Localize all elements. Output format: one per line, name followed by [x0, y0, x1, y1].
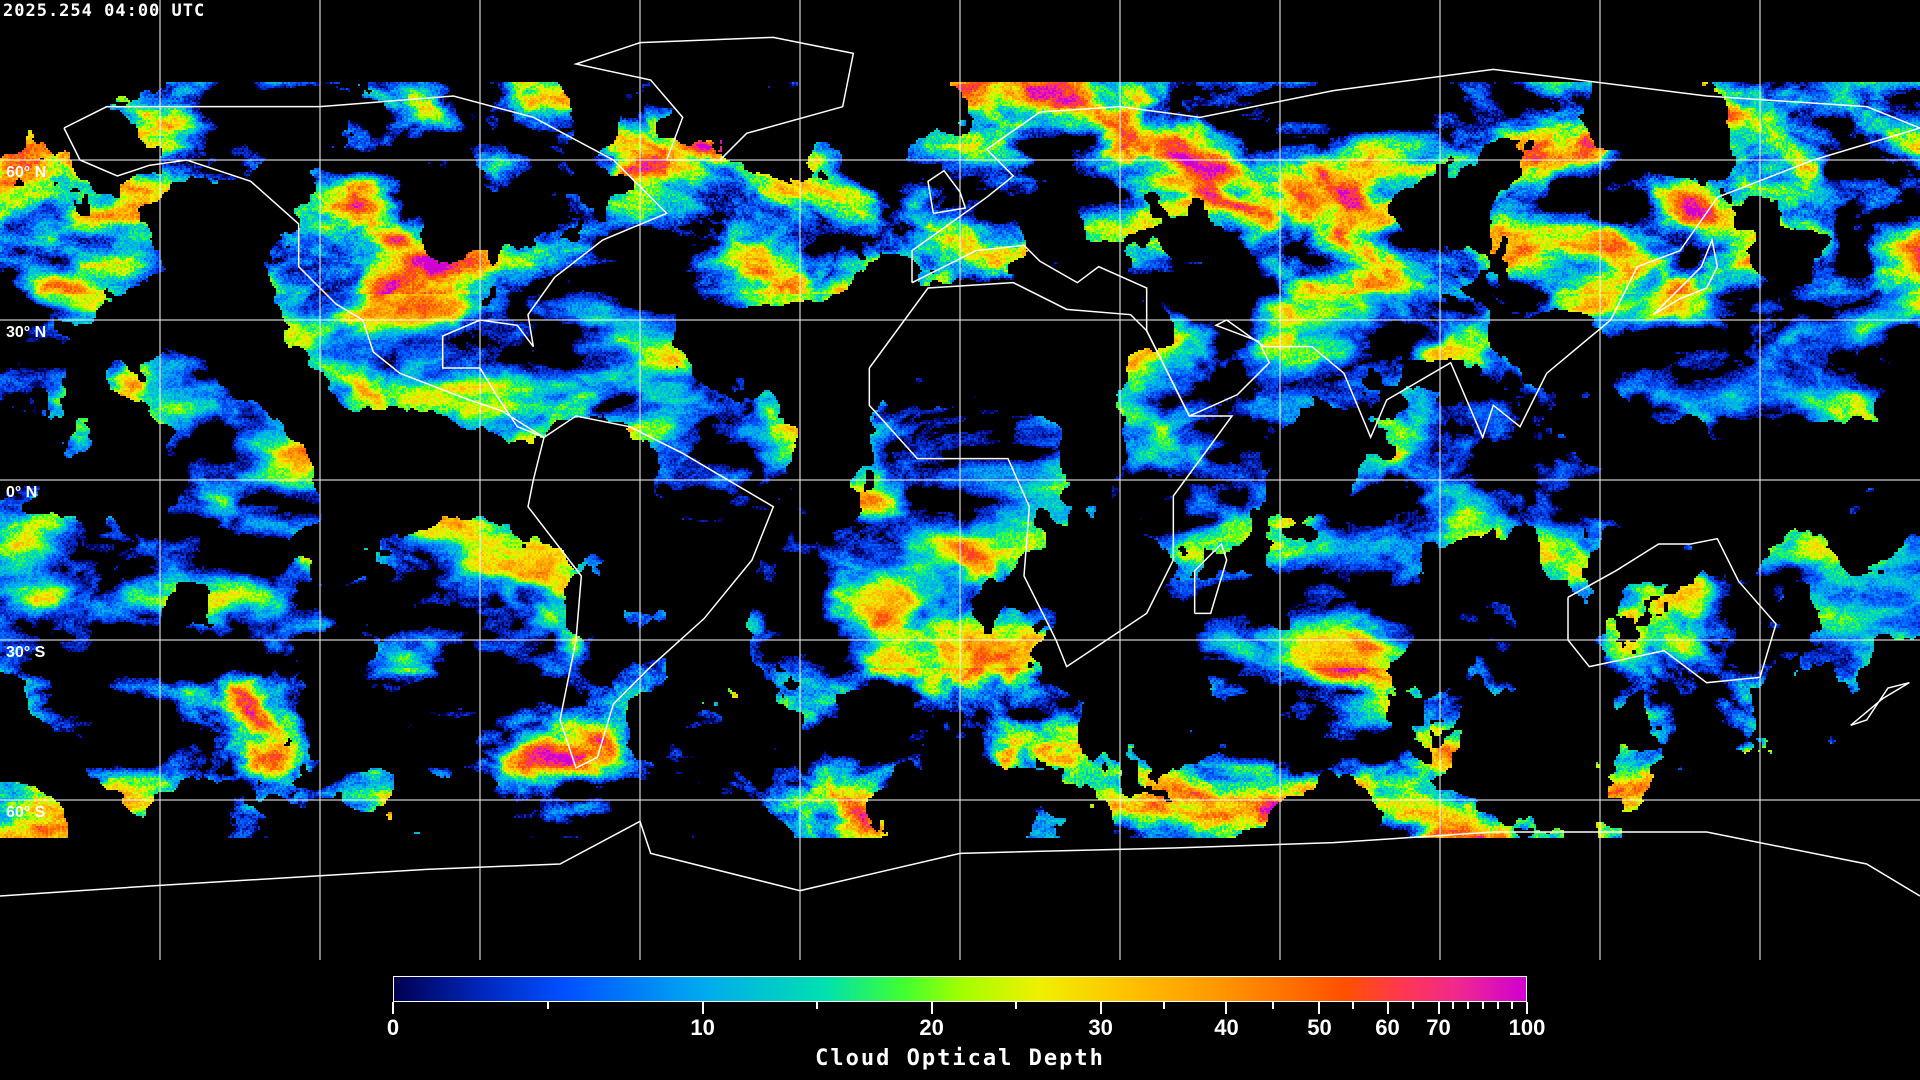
- coastline-madagascar: [1193, 542, 1228, 615]
- coastline-africa: [868, 281, 1234, 668]
- lat-label-30s: 30° S: [6, 644, 46, 661]
- lat-label-30n: 30° N: [6, 324, 47, 341]
- colorbar-ticks: 0 10 20 30 40 50 60 70 100: [387, 1002, 1545, 1042]
- lat-label-60n: 60° N: [6, 164, 47, 181]
- lat-label-60s: 60° S: [6, 804, 46, 821]
- colorbar-title: Cloud Optical Depth: [815, 1046, 1105, 1071]
- colorbar-minor-tick: [1452, 1002, 1455, 1009]
- colorbar-tick-label: 30: [1088, 1015, 1113, 1040]
- coastline-north-america: [63, 95, 668, 439]
- colorbar-tick-label: 50: [1307, 1015, 1332, 1040]
- colorbar: [393, 976, 1527, 1002]
- colorbar-tick-label: 10: [690, 1015, 715, 1040]
- colorbar-tick-label: 60: [1375, 1015, 1400, 1040]
- colorbar-minor-tick: [1162, 1002, 1165, 1009]
- colorbar-major-tick: [701, 1002, 704, 1014]
- coastline-antarctica: [0, 820, 1920, 897]
- colorbar-major-tick: [1437, 1002, 1440, 1014]
- colorbar-minor-tick: [1496, 1002, 1499, 1009]
- colorbar-tick-label: 0: [386, 1015, 400, 1040]
- colorbar-minor-tick: [1467, 1002, 1470, 1009]
- colorbar-tick-label: 70: [1426, 1015, 1451, 1040]
- coastline-eurasia: [911, 68, 1920, 440]
- colorbar-minor-tick: [1412, 1002, 1415, 1009]
- cloud-optical-depth-map: 2025.254 04:00 UTC 60° N 30° N 0° N 30° …: [0, 0, 1920, 960]
- lat-label-0n: 0° N: [6, 484, 38, 501]
- colorbar-major-tick: [392, 1002, 394, 1014]
- coastlines: [0, 36, 1920, 897]
- map-overlay: [0, 0, 1920, 960]
- coastline-australia: [1567, 537, 1777, 684]
- colorbar-minor-tick: [816, 1002, 819, 1009]
- coastline-greenland: [573, 36, 855, 161]
- colorbar-minor-tick: [1352, 1002, 1355, 1009]
- colorbar-major-tick: [1318, 1002, 1321, 1014]
- colorbar-tick-label: 40: [1214, 1015, 1239, 1040]
- colorbar-major-tick: [1386, 1002, 1389, 1014]
- colorbar-major-tick: [1099, 1002, 1102, 1014]
- colorbar-gradient: [393, 976, 1527, 1002]
- colorbar-minor-tick: [546, 1002, 549, 1009]
- colorbar-minor-tick: [1481, 1002, 1484, 1009]
- colorbar-major-tick: [1225, 1002, 1228, 1014]
- coastline-new-zealand: [1850, 681, 1910, 727]
- timestamp: 2025.254 04:00 UTC: [3, 1, 206, 21]
- colorbar-tick-label: 20: [919, 1015, 944, 1040]
- colorbar-major-tick: [930, 1002, 933, 1014]
- graticule: [0, 0, 1920, 960]
- coastline-south-america: [527, 415, 775, 770]
- coastline-japan: [1652, 237, 1719, 316]
- colorbar-minor-tick: [1511, 1002, 1514, 1009]
- colorbar-tick-label: 100: [1508, 1015, 1546, 1040]
- colorbar-minor-tick: [1015, 1002, 1018, 1009]
- colorbar-major-tick: [1526, 1002, 1528, 1014]
- colorbar-minor-tick: [1271, 1002, 1274, 1009]
